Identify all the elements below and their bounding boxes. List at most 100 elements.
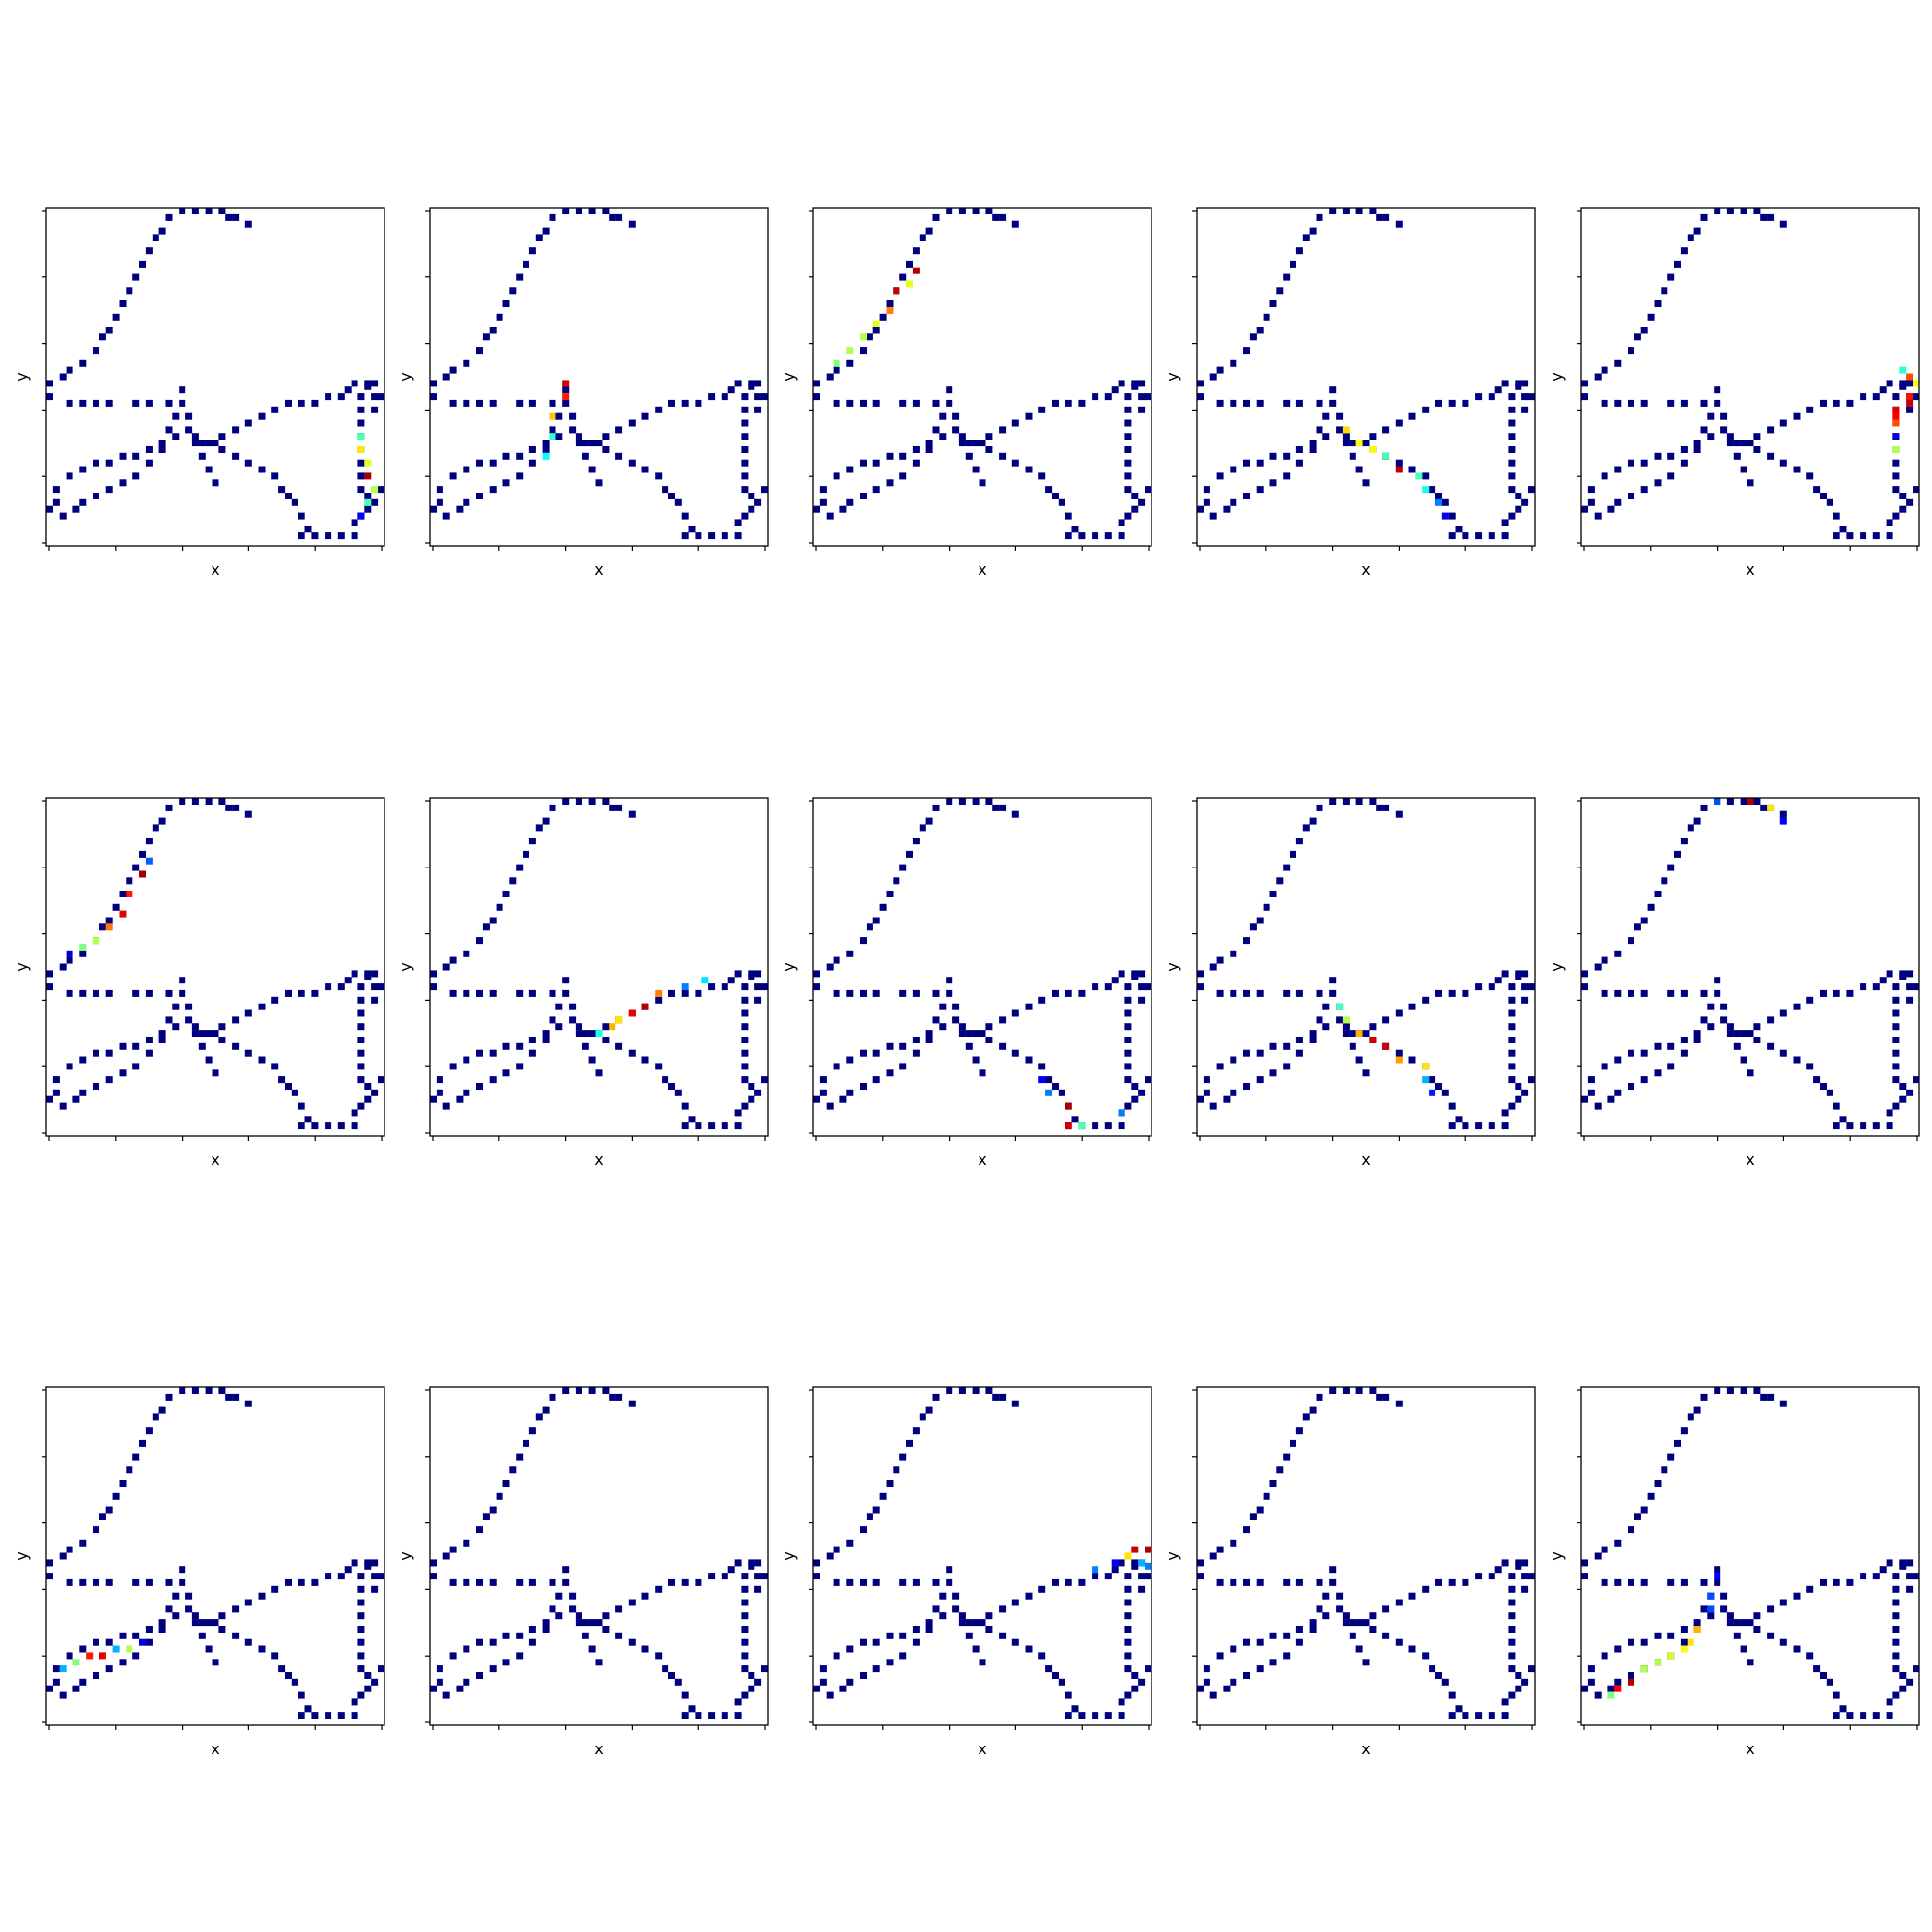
cell [754, 970, 762, 978]
cell [79, 466, 87, 473]
cell [886, 452, 894, 460]
cell [1124, 393, 1132, 401]
x-axis-label: x [978, 1151, 986, 1169]
cell [1124, 406, 1132, 413]
cell [741, 983, 749, 991]
cell [1475, 1122, 1483, 1130]
cell [1833, 1102, 1840, 1110]
cell [833, 956, 840, 964]
cell [708, 1573, 716, 1580]
cell [754, 996, 762, 1004]
highlight-cell [1038, 1076, 1046, 1084]
cell [1654, 1632, 1662, 1639]
cell [582, 1030, 589, 1037]
cell [1693, 1406, 1701, 1414]
cell [1462, 399, 1469, 407]
cell [311, 1712, 319, 1719]
cell [1899, 383, 1907, 390]
cell [232, 1042, 240, 1050]
cell [1753, 433, 1761, 440]
cell [172, 433, 180, 440]
cell [1395, 220, 1403, 228]
cell [972, 798, 980, 805]
cell [1448, 1578, 1456, 1586]
cell [1820, 493, 1827, 499]
cell [946, 798, 953, 805]
cell [1422, 1585, 1430, 1593]
cell [1521, 1573, 1529, 1580]
cell [1906, 498, 1914, 506]
cell [886, 1659, 894, 1666]
cell [1726, 798, 1734, 805]
cell [1601, 1546, 1608, 1553]
cell [999, 213, 1007, 221]
cell [205, 798, 213, 805]
cell [695, 989, 702, 997]
cell [1295, 838, 1303, 845]
cell [357, 1023, 365, 1031]
cell [1349, 1030, 1356, 1037]
cell [198, 1619, 206, 1627]
cell [1753, 1037, 1761, 1043]
cell [1382, 1632, 1390, 1639]
cell [839, 505, 847, 513]
cell [1860, 983, 1867, 991]
cell [145, 1638, 153, 1646]
cell [1118, 1559, 1125, 1567]
cell [271, 1652, 279, 1660]
cell [436, 1076, 443, 1084]
highlight-cell [112, 1645, 120, 1653]
cell [1647, 313, 1655, 321]
cell [1614, 989, 1622, 997]
cell [727, 1566, 735, 1574]
cell [1408, 412, 1416, 420]
cell [562, 1387, 570, 1394]
cell [1124, 1049, 1132, 1057]
cell [1045, 486, 1053, 494]
cell [846, 989, 854, 997]
cell [1726, 1619, 1734, 1627]
highlight-cell [1767, 804, 1775, 811]
cell [1124, 472, 1132, 480]
cell [628, 810, 636, 818]
cell [748, 505, 755, 513]
cell [298, 532, 305, 540]
cell [1309, 1406, 1317, 1414]
cell [1269, 1069, 1277, 1077]
highlight-cell [1065, 1122, 1072, 1130]
cell [1640, 1578, 1648, 1586]
cell [79, 498, 87, 506]
cell [1508, 1652, 1516, 1660]
cell [575, 1612, 582, 1620]
cell [708, 1712, 716, 1719]
cell [562, 386, 570, 394]
cell [278, 486, 286, 494]
cell [641, 466, 649, 473]
cell [741, 996, 749, 1004]
cell [1316, 1393, 1323, 1401]
cell [748, 1095, 755, 1103]
cell [482, 923, 490, 931]
cell [813, 983, 820, 991]
cell [1422, 406, 1430, 413]
cell [741, 433, 749, 440]
cell [1793, 1592, 1801, 1600]
cell [1720, 1605, 1728, 1613]
cell [325, 1712, 332, 1719]
cell [609, 804, 616, 811]
cell [205, 440, 213, 447]
cell [1661, 1466, 1668, 1474]
cell [965, 1030, 973, 1037]
cell [1429, 1076, 1436, 1084]
cell [542, 1406, 550, 1414]
highlight-cell [893, 287, 900, 295]
cell [244, 1049, 252, 1057]
cell [1767, 452, 1775, 460]
cell [1714, 1566, 1721, 1574]
cell [218, 446, 226, 453]
cell [1395, 810, 1403, 818]
cell [1879, 977, 1887, 984]
cell [899, 1042, 907, 1050]
cell [734, 519, 742, 526]
cell [602, 1023, 610, 1031]
